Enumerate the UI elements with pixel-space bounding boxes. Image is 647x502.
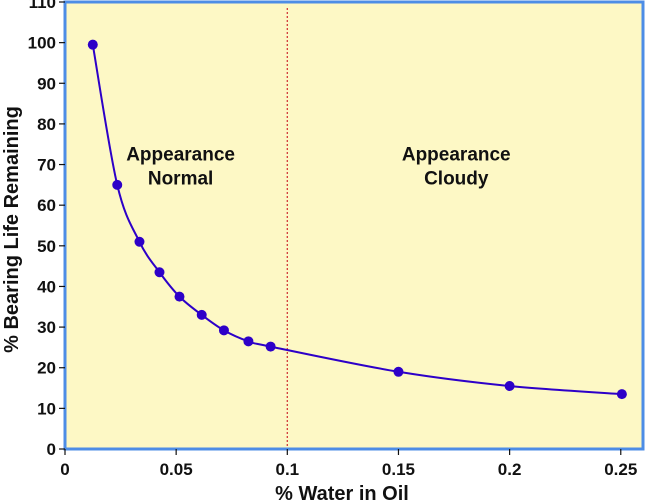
x-axis-title: % Water in Oil xyxy=(275,483,409,502)
data-point xyxy=(174,291,185,302)
data-point xyxy=(243,336,254,347)
x-tick-label: 0.15 xyxy=(382,460,415,479)
y-tick-label: 20 xyxy=(37,359,56,378)
data-point xyxy=(87,39,98,50)
y-tick-label: 80 xyxy=(37,115,56,134)
y-tick-label: 70 xyxy=(37,156,56,175)
x-tick-label: 0.05 xyxy=(160,460,193,479)
data-point xyxy=(112,179,123,190)
y-axis-ticks: 0 10 20 30 40 50 60 70 80 90 100 110 xyxy=(28,0,65,459)
y-tick-label: 90 xyxy=(37,74,56,93)
y-tick-label: 110 xyxy=(29,0,56,12)
x-tick-label: 0.1 xyxy=(275,460,299,479)
data-point xyxy=(154,267,165,278)
y-axis-title: % Bearing Life Remaining xyxy=(1,106,23,353)
region-annotations: Appearance Normal Appearance Cloudy xyxy=(126,144,510,189)
y-tick-label: 50 xyxy=(37,237,56,256)
y-tick-label: 10 xyxy=(37,399,56,418)
data-point xyxy=(134,236,145,247)
x-tick-label: 0.2 xyxy=(498,460,522,479)
y-tick-label: 0 xyxy=(47,440,56,459)
y-tick-label: 60 xyxy=(37,196,56,215)
y-tick-label: 30 xyxy=(37,318,56,337)
x-tick-label: 0.25 xyxy=(604,460,637,479)
data-point xyxy=(265,341,276,352)
x-tick-label: 0 xyxy=(60,460,69,479)
region-label: Cloudy xyxy=(424,168,489,189)
plot-area xyxy=(63,0,645,451)
region-label: Appearance xyxy=(126,144,235,165)
region-label: Appearance xyxy=(402,144,511,165)
x-axis-ticks: 0 0.05 0.1 0.15 0.2 0.25 xyxy=(60,449,637,479)
y-tick-label: 40 xyxy=(37,277,56,296)
data-point xyxy=(218,325,229,336)
data-point xyxy=(504,381,515,392)
data-point xyxy=(393,366,404,377)
data-point xyxy=(196,309,207,320)
data-points xyxy=(87,39,627,400)
region-label: Normal xyxy=(148,168,213,189)
data-point xyxy=(616,389,627,400)
y-tick-label: 100 xyxy=(28,34,56,53)
